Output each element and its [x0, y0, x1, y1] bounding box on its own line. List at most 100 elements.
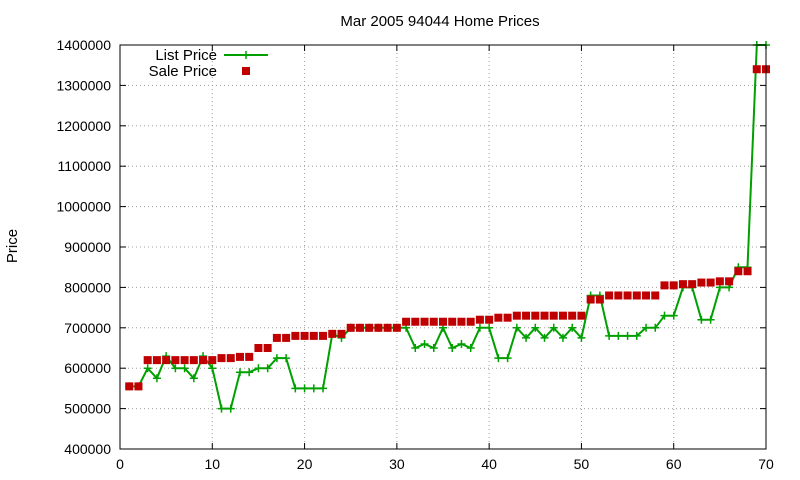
sale-price-point: [337, 329, 346, 338]
list-price-point: [632, 331, 641, 340]
sale-price-point: [706, 278, 715, 287]
list-price-point: [420, 339, 429, 348]
sale-price-point: [568, 311, 577, 320]
plot-frame: [119, 44, 767, 450]
sale-price-point: [678, 280, 687, 289]
sale-price-point: [208, 356, 217, 365]
list-price-point: [466, 344, 475, 352]
list-price-point: [235, 368, 244, 377]
list-price-point: [217, 404, 226, 413]
list-price-point: [494, 354, 503, 363]
sale-price-point: [595, 295, 604, 304]
sale-price-point: [457, 317, 466, 326]
sale-price-point: [558, 311, 567, 320]
sale-price-point: [485, 315, 494, 324]
sale-price-point: [743, 267, 752, 276]
sale-price-point: [355, 323, 364, 332]
list-price-point: [531, 323, 540, 332]
x-tick-label: 50: [574, 456, 590, 472]
list-price-point: [448, 344, 457, 352]
list-price-point: [642, 323, 651, 332]
list-price-point: [614, 331, 623, 340]
list-price-point: [171, 364, 180, 373]
list-price-point: [291, 384, 300, 393]
sale-price-point: [411, 317, 420, 326]
sale-price-point: [162, 356, 171, 365]
list-price-point: [540, 333, 549, 342]
sale-price-point: [475, 315, 484, 324]
sale-price-point: [383, 323, 392, 332]
x-tick-label: 20: [297, 456, 313, 472]
sale-price-point: [512, 311, 521, 320]
sale-price-point: [291, 331, 300, 340]
list-price-point: [549, 323, 558, 332]
sale-price-point: [577, 311, 586, 320]
sale-price-point: [189, 356, 198, 365]
x-tick-label: 60: [666, 456, 682, 472]
sale-price-point: [272, 333, 281, 342]
list-price-point: [623, 331, 632, 340]
list-price-point: [522, 333, 531, 342]
y-tick-label: 1100000: [58, 158, 112, 174]
list-price-point: [263, 364, 272, 373]
list-price-point: [512, 323, 521, 332]
y-tick-label: 600000: [64, 360, 111, 376]
sale-price-point: [448, 317, 457, 326]
list-price-point: [226, 404, 235, 413]
x-tick-label: 0: [116, 456, 124, 472]
legend-list-price-label: List Price: [155, 47, 217, 64]
x-tick-label: 30: [389, 456, 405, 472]
sale-price-point: [752, 65, 761, 74]
sale-price-point: [503, 313, 512, 322]
sale-price-point: [263, 344, 272, 352]
sale-price-point: [734, 267, 743, 276]
sale-price-point: [365, 323, 374, 332]
sale-price-point: [402, 317, 411, 326]
legend-sale-price-sample: [242, 67, 250, 75]
sale-price-point: [586, 295, 595, 304]
legend-sale-marker: [242, 67, 250, 75]
y-tick-label: 700000: [64, 320, 111, 336]
sale-price-point: [623, 291, 632, 300]
sale-price-point: [429, 317, 438, 326]
list-price-point: [143, 364, 152, 373]
y-axis-ticks: 400000 500000 600000 700000 800000 900000 1000…: [56, 37, 766, 457]
list-price-point: [660, 311, 669, 320]
list-price-point: [282, 354, 291, 363]
y-tick-label: 1300000: [56, 77, 111, 93]
list-price-line: [129, 44, 766, 410]
list-price-point: [503, 354, 512, 363]
list-price-point: [669, 311, 678, 320]
list-price-point: [152, 374, 161, 383]
sale-price-point: [494, 313, 503, 322]
list-price-point: [568, 323, 577, 332]
sale-price-point: [134, 382, 143, 391]
sale-price-point: [309, 331, 318, 340]
sale-price-point: [171, 356, 180, 365]
sale-price-point: [319, 331, 328, 340]
chart-title: Mar 2005 94044 Home Prices: [340, 13, 539, 30]
sale-price-point: [152, 356, 161, 365]
y-tick-label: 400000: [64, 441, 111, 457]
sale-price-point: [669, 281, 678, 290]
sale-price-point: [235, 352, 244, 361]
list-price-point: [309, 384, 318, 393]
sale-price-point: [420, 317, 429, 326]
list-price-point: [577, 333, 586, 342]
list-price-point: [300, 384, 309, 393]
x-tick-label: 10: [204, 456, 220, 472]
sale-price-point: [697, 278, 706, 287]
y-tick-label: 800000: [64, 279, 111, 295]
legend-list-marker: [242, 51, 250, 59]
list-price-point: [457, 339, 466, 348]
sale-price-point: [688, 280, 697, 289]
sale-price-point: [392, 323, 401, 332]
sale-price-point: [642, 291, 651, 300]
sale-price-point: [374, 323, 383, 332]
sale-price-point: [605, 291, 614, 300]
list-price-point: [697, 315, 706, 324]
sale-price-point: [346, 323, 355, 332]
sale-price-point: [125, 382, 134, 391]
list-price-point: [485, 323, 494, 332]
